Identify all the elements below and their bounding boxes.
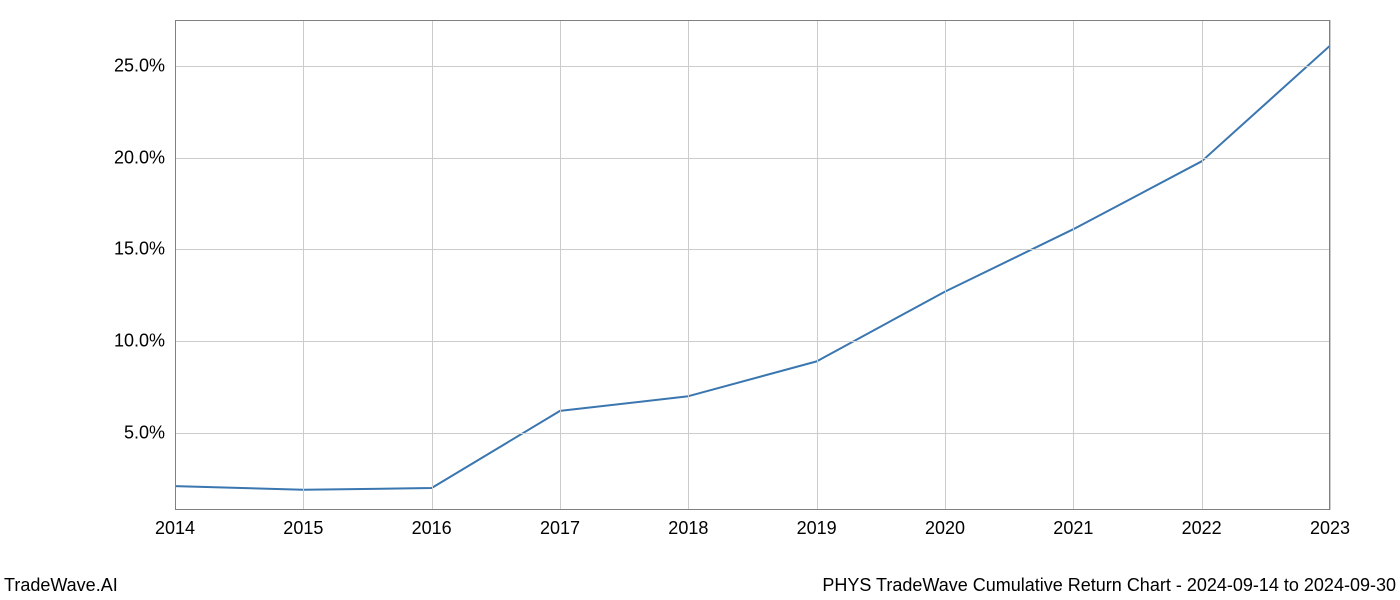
gridline-vertical (1073, 20, 1074, 510)
footer-left-label: TradeWave.AI (4, 575, 118, 596)
chart-container: TradeWave.AI PHYS TradeWave Cumulative R… (0, 0, 1400, 600)
axis-border-top (175, 20, 1330, 21)
y-tick-label: 25.0% (114, 55, 165, 76)
axis-border-left (175, 20, 176, 510)
x-tick-label: 2020 (925, 518, 965, 539)
gridline-vertical (1330, 20, 1331, 510)
gridline-horizontal (175, 66, 1330, 67)
gridline-vertical (432, 20, 433, 510)
gridline-horizontal (175, 341, 1330, 342)
y-tick-label: 5.0% (124, 422, 165, 443)
gridline-vertical (817, 20, 818, 510)
y-tick-label: 15.0% (114, 239, 165, 260)
footer-right-label: PHYS TradeWave Cumulative Return Chart -… (822, 575, 1396, 596)
x-tick-label: 2018 (668, 518, 708, 539)
gridline-horizontal (175, 249, 1330, 250)
gridline-vertical (303, 20, 304, 510)
plot-area (175, 20, 1330, 510)
x-tick-label: 2015 (283, 518, 323, 539)
gridline-horizontal (175, 433, 1330, 434)
y-tick-label: 20.0% (114, 147, 165, 168)
gridline-horizontal (175, 158, 1330, 159)
x-tick-label: 2022 (1182, 518, 1222, 539)
series-line-cumulative-return (175, 46, 1330, 490)
x-tick-label: 2023 (1310, 518, 1350, 539)
x-tick-label: 2019 (797, 518, 837, 539)
x-tick-label: 2021 (1053, 518, 1093, 539)
gridline-vertical (688, 20, 689, 510)
axis-border-right (1329, 20, 1330, 510)
x-tick-label: 2016 (412, 518, 452, 539)
axis-border-bottom (175, 509, 1330, 510)
gridline-vertical (560, 20, 561, 510)
gridline-vertical (945, 20, 946, 510)
x-tick-label: 2014 (155, 518, 195, 539)
line-chart-svg (175, 20, 1330, 510)
x-tick-label: 2017 (540, 518, 580, 539)
y-tick-label: 10.0% (114, 331, 165, 352)
gridline-vertical (1202, 20, 1203, 510)
